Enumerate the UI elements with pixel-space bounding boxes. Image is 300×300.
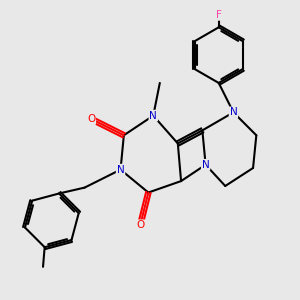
Text: N: N [117, 165, 124, 175]
Text: N: N [230, 107, 237, 117]
Text: N: N [149, 111, 157, 121]
Text: O: O [87, 114, 95, 124]
Text: O: O [136, 220, 144, 230]
Text: N: N [202, 160, 209, 170]
Text: F: F [216, 10, 222, 20]
